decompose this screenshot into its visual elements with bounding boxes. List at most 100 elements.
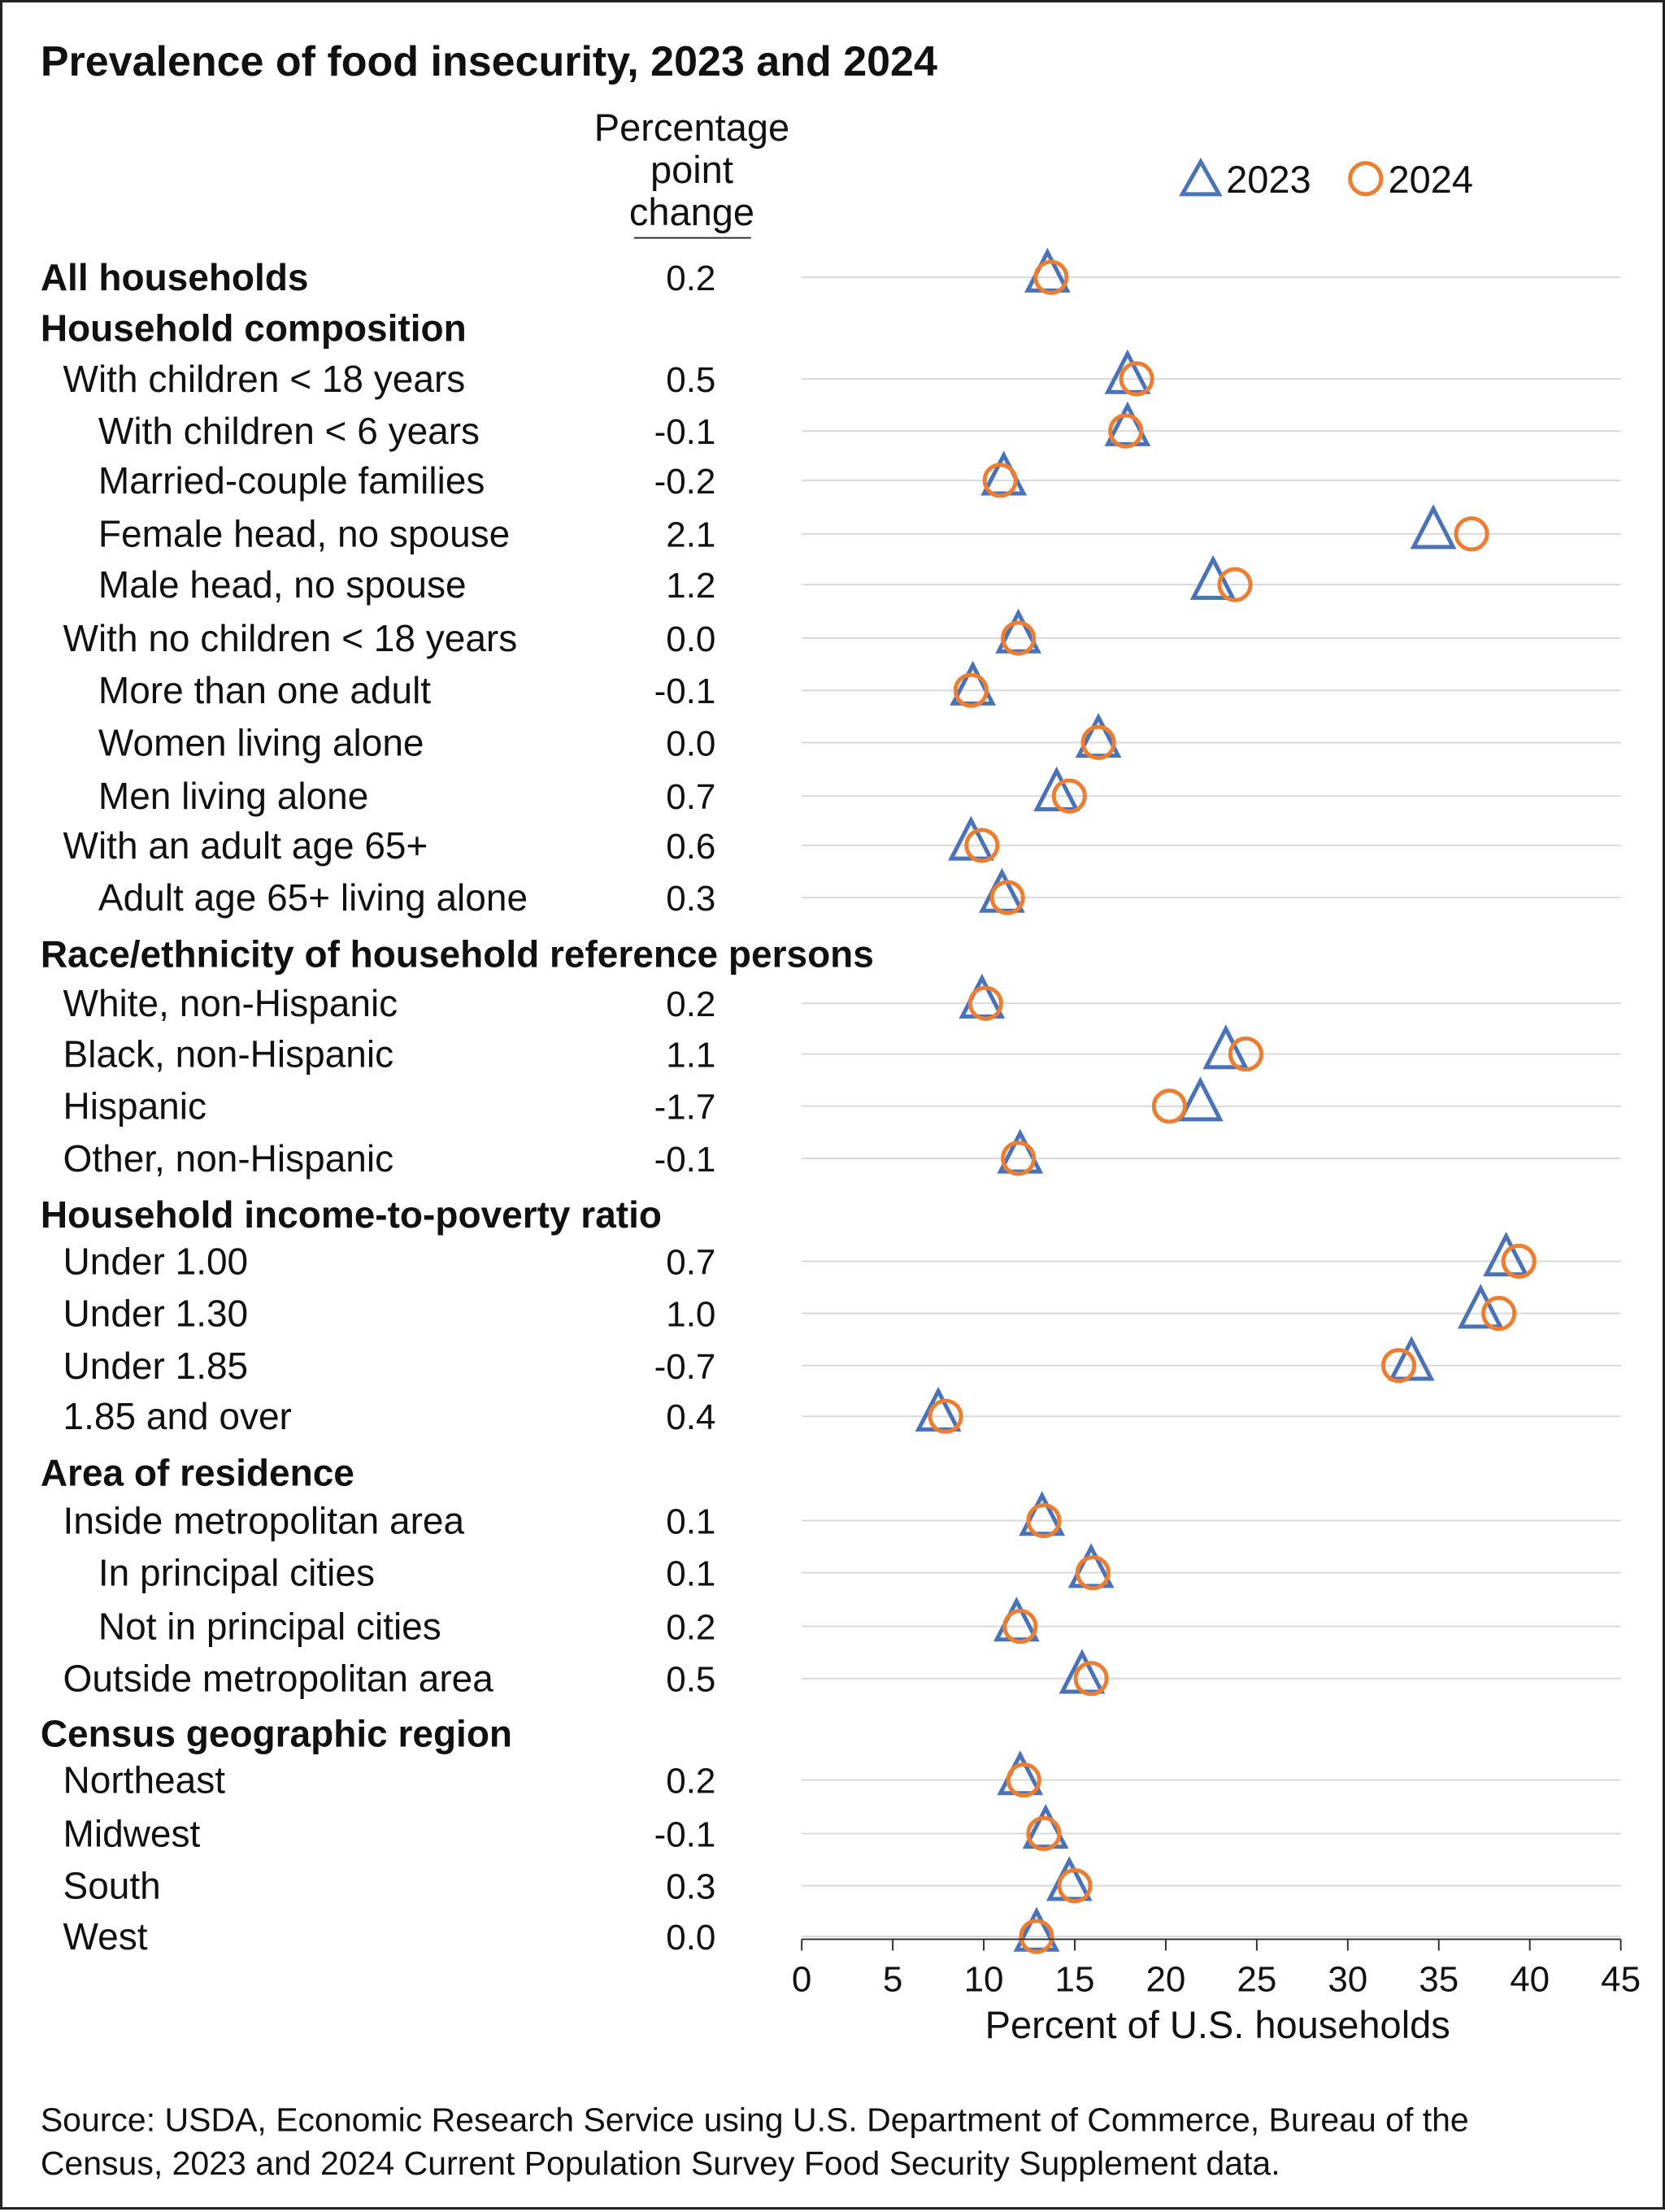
- marker-2024-circle: [1217, 567, 1253, 602]
- legend-label-2023: 2023: [1226, 158, 1311, 201]
- row-change-value: 0.0: [666, 724, 715, 763]
- marker-2023-triangle: [948, 815, 994, 861]
- marker-2023-triangle: [979, 867, 1025, 913]
- legend-circle-icon: [1348, 161, 1384, 197]
- row-change-value: 0.5: [666, 1660, 715, 1700]
- row-label: More than one adult: [98, 669, 431, 711]
- row-change-value: 0.2: [666, 984, 715, 1024]
- row-change-value: 0.2: [666, 1608, 715, 1648]
- row-label: All households: [41, 256, 309, 298]
- legend-label-2024: 2024: [1389, 158, 1474, 201]
- section-header: Household composition: [41, 307, 467, 350]
- marker-2023-triangle: [1189, 554, 1237, 600]
- marker-2024-circle: [1001, 1141, 1037, 1176]
- marker-2024-circle: [1380, 1348, 1417, 1384]
- x-tick-label: 10: [964, 1960, 1004, 2000]
- row-label: Other, non-Hispanic: [63, 1137, 394, 1180]
- marker-2023-triangle: [1046, 1856, 1093, 1901]
- row-change-value: 0.6: [666, 827, 715, 867]
- marker-2024-circle: [928, 1398, 963, 1434]
- marker-2024-circle: [967, 985, 1003, 1021]
- change-header-line: Percentage: [594, 106, 789, 149]
- row-change-value: 0.7: [666, 1242, 715, 1282]
- row-change-value: 0.2: [666, 1762, 715, 1801]
- row-label: Adult age 65+ living alone: [98, 876, 528, 919]
- marker-2024-circle: [1057, 1868, 1093, 1904]
- marker-2023-triangle: [997, 1128, 1044, 1174]
- marker-2024-circle: [1108, 413, 1144, 449]
- row-label: Black, non-Hispanic: [63, 1033, 394, 1076]
- marker-2023-triangle: [1013, 1906, 1060, 1952]
- marker-2024-circle: [989, 880, 1025, 915]
- row-change-value: 1.2: [666, 566, 715, 606]
- marker-2024-circle: [1501, 1243, 1537, 1280]
- marker-2024-circle: [1002, 1608, 1038, 1645]
- row-label: Women living alone: [98, 721, 424, 763]
- marker-2023-triangle: [1202, 1024, 1250, 1070]
- section-header: Household income-to-poverty ratio: [41, 1193, 662, 1236]
- marker-2024-circle: [1033, 259, 1069, 295]
- marker-2024-circle: [964, 828, 1000, 863]
- row-label: South: [63, 1865, 161, 1907]
- row-label: Inside metropolitan area: [63, 1500, 465, 1542]
- marker-2024-circle: [1151, 1089, 1187, 1124]
- row-change-value: 1.0: [666, 1295, 715, 1335]
- marker-2023-triangle: [997, 1750, 1044, 1796]
- x-tick-label: 35: [1419, 1960, 1459, 2000]
- marker-2023-triangle: [1104, 401, 1151, 446]
- marker-2024-circle: [1006, 1762, 1041, 1798]
- row-change-value: 0.3: [666, 1867, 715, 1907]
- marker-2024-circle: [982, 463, 1018, 498]
- row-label: Midwest: [63, 1812, 201, 1854]
- x-tick-label: 0: [792, 1960, 811, 2000]
- marker-2023-triangle: [1388, 1336, 1435, 1381]
- row-label: With children < 6 years: [98, 410, 480, 452]
- source-note: Source: USDA, Economic Research Service …: [41, 2101, 1469, 2138]
- row-change-value: 0.5: [666, 360, 715, 400]
- marker-2023-triangle: [1075, 712, 1122, 758]
- row-change-value: 2.1: [666, 515, 715, 555]
- row-change-value: 0.1: [666, 1502, 715, 1542]
- marker-2024-circle: [1051, 778, 1087, 814]
- marker-2023-triangle: [1104, 349, 1151, 394]
- marker-2023-triangle: [980, 450, 1028, 496]
- marker-2023-triangle: [950, 660, 996, 706]
- marker-2023-triangle: [1059, 1649, 1106, 1694]
- row-change-value: -0.1: [654, 412, 716, 452]
- row-change-value: 0.7: [666, 777, 715, 817]
- marker-2024-circle: [1454, 516, 1489, 552]
- marker-2024-circle: [1073, 1661, 1109, 1697]
- row-label: With children < 18 years: [63, 358, 466, 400]
- x-tick-label: 20: [1146, 1960, 1185, 2000]
- row-change-value: -0.7: [654, 1347, 716, 1387]
- marker-2023-triangle: [1177, 1076, 1224, 1122]
- marker-2024-circle: [1019, 1919, 1054, 1954]
- marker-2024-circle: [1119, 361, 1154, 397]
- row-change-value: -0.1: [654, 1140, 716, 1180]
- marker-2023-triangle: [1033, 766, 1080, 811]
- marker-2023-triangle: [1022, 1804, 1069, 1849]
- marker-2024-circle: [1001, 620, 1037, 656]
- x-tick-label: 30: [1328, 1960, 1367, 2000]
- row-label: Men living alone: [98, 775, 368, 817]
- row-change-value: -0.2: [654, 462, 716, 502]
- marker-2023-triangle: [993, 1597, 1040, 1642]
- x-tick-label: 5: [883, 1960, 902, 2000]
- section-header: Census geographic region: [41, 1712, 512, 1754]
- change-header-line: change: [629, 190, 754, 233]
- section-header: Area of residence: [41, 1452, 354, 1494]
- row-label: Not in principal cities: [98, 1606, 441, 1648]
- marker-2024-circle: [1228, 1036, 1264, 1072]
- marker-2024-circle: [1075, 1555, 1111, 1591]
- marker-2023-triangle: [995, 608, 1041, 654]
- marker-2023-triangle: [1483, 1232, 1529, 1277]
- marker-2023-triangle: [915, 1386, 962, 1432]
- row-label: White, non-Hispanic: [63, 982, 398, 1024]
- marker-2023-triangle: [1067, 1543, 1115, 1588]
- marker-2024-circle: [1026, 1502, 1062, 1539]
- x-axis-title: Percent of U.S. households: [985, 2003, 1450, 2046]
- row-change-value: 0.0: [666, 619, 715, 659]
- marker-2024-circle: [1026, 1815, 1062, 1852]
